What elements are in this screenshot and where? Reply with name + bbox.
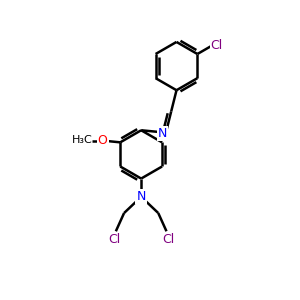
Text: Cl: Cl <box>211 39 223 52</box>
Text: N: N <box>136 190 146 203</box>
Text: Cl: Cl <box>162 233 174 246</box>
Text: H₃C: H₃C <box>72 135 93 145</box>
Text: N: N <box>158 127 167 140</box>
Text: O: O <box>98 134 107 147</box>
Text: Cl: Cl <box>108 233 121 246</box>
